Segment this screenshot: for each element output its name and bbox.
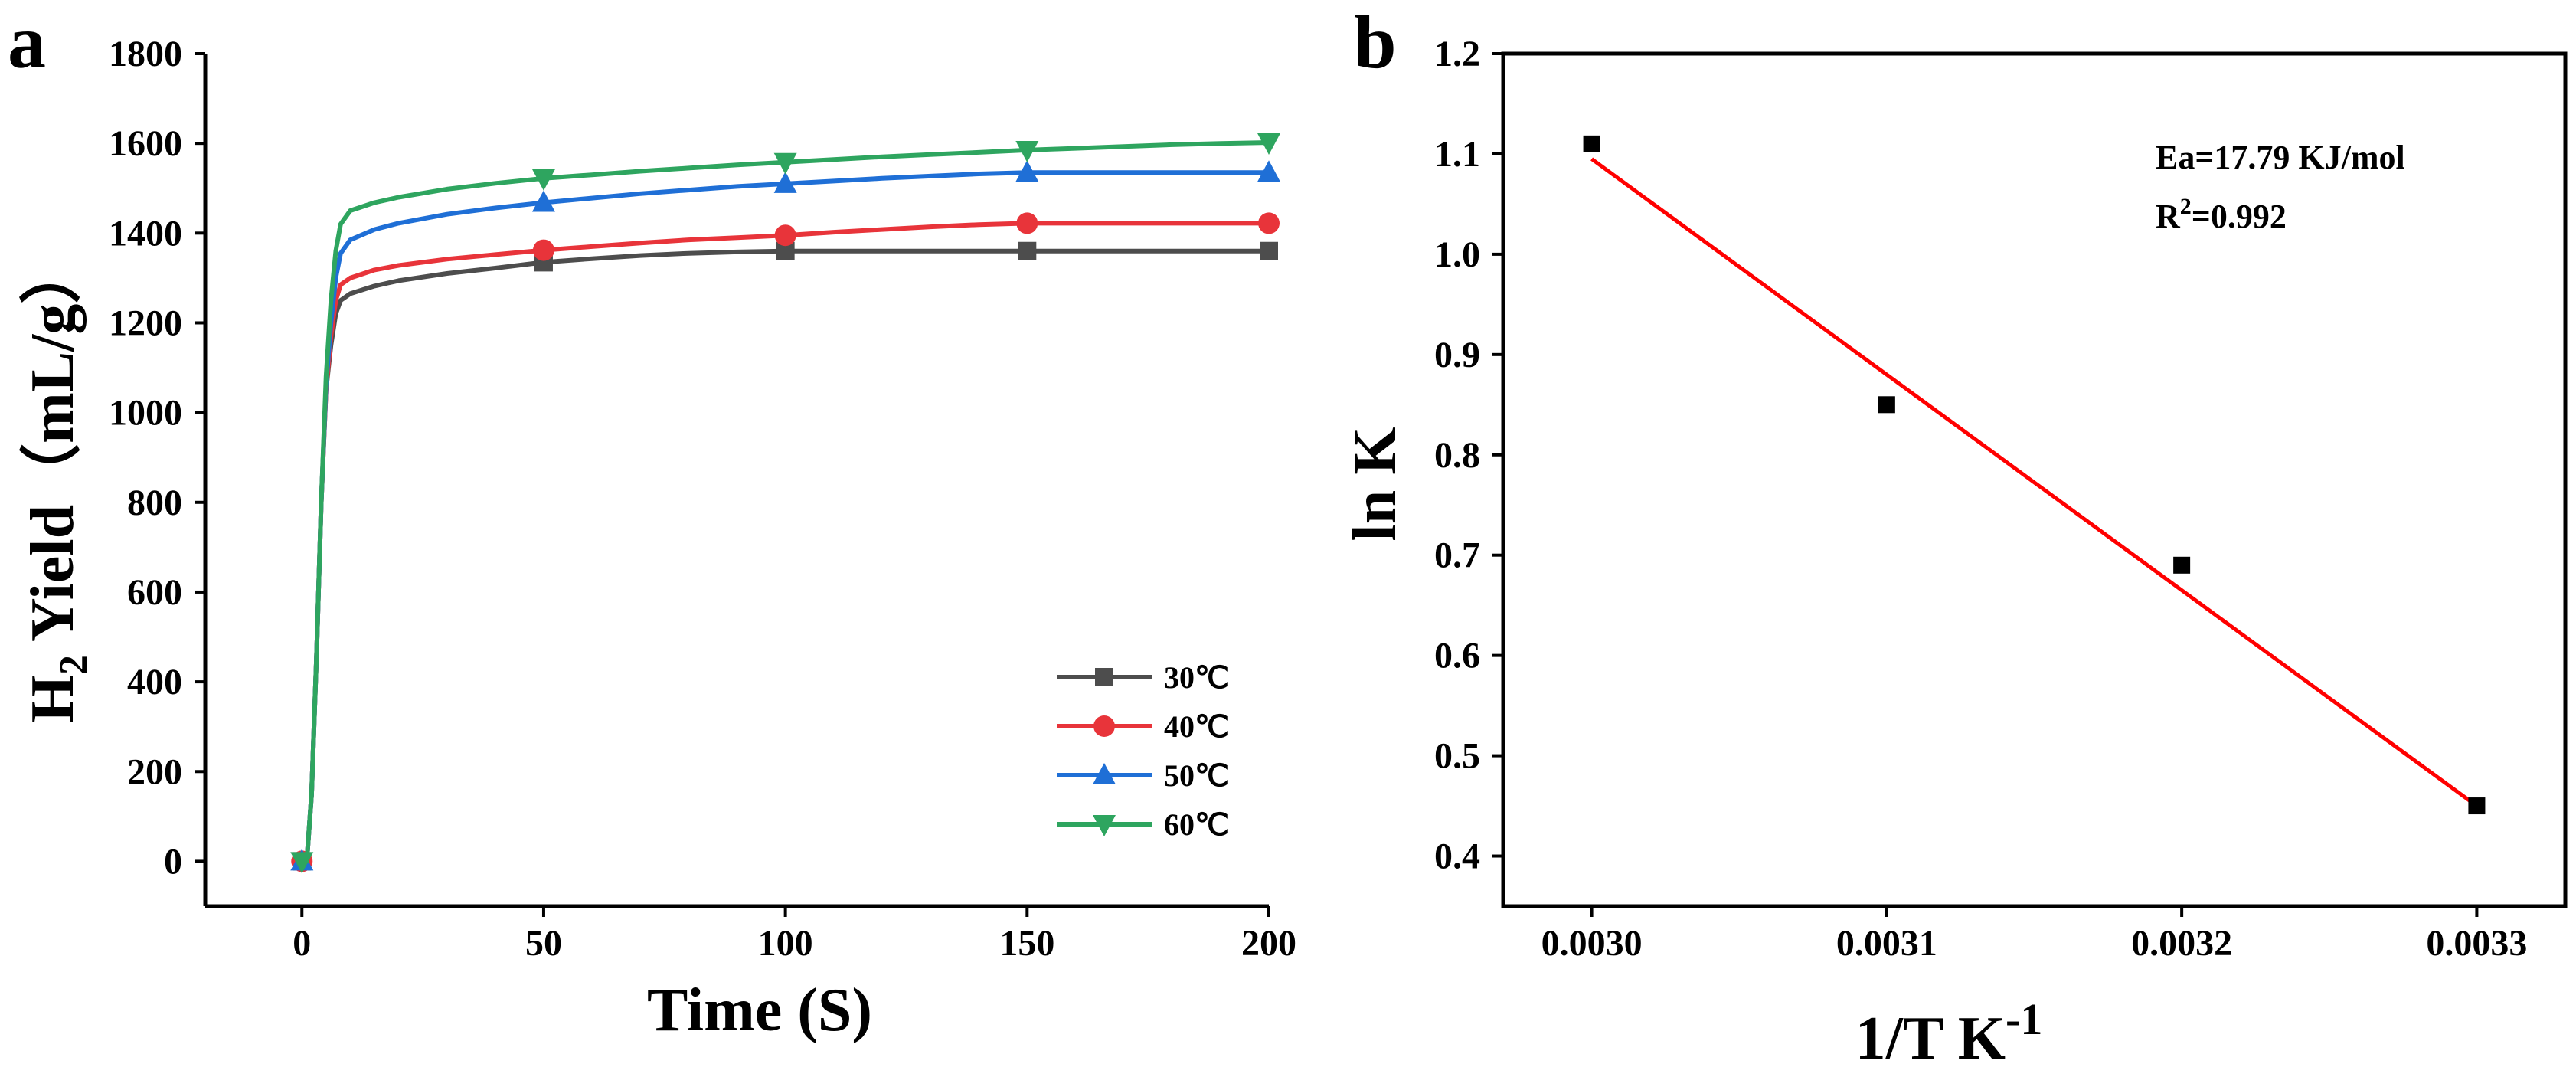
panel-a-ytick-label: 400	[127, 662, 182, 702]
panel-a-ylabel-sub: 2	[52, 655, 96, 675]
panel-b-xtick-label: 0.0032	[2131, 923, 2232, 964]
panel-b-fit-line	[1590, 157, 2478, 808]
panel-b-ytick-label: 1.2	[1434, 34, 1480, 74]
panel-b-ytick-label: 0.7	[1434, 535, 1480, 576]
panel-a-legend-label: 60℃	[1164, 807, 1229, 842]
panel-b-ytick-label: 1.0	[1434, 234, 1480, 275]
panel-a-ytick-label: 1400	[109, 213, 182, 254]
annotation-r2-main: R	[2156, 198, 2181, 235]
panel-a-data-point	[290, 852, 314, 874]
panel-a-series-line	[302, 170, 1269, 864]
panel-a-data-point	[773, 152, 797, 175]
panel-a-series-line	[302, 140, 1270, 864]
panel-a-ytick-label: 600	[127, 572, 182, 613]
panel-b-xtick-label: 0.0033	[2426, 923, 2527, 964]
panel-a-legend-marker	[1093, 763, 1116, 784]
annotation-ea: Ea=17.79 KJ/mol	[2156, 139, 2405, 176]
panel-a-xtick-label: 200	[1241, 923, 1296, 964]
panel-a-xtick-label: 0	[293, 923, 311, 964]
panel-a-ytick-label: 800	[127, 483, 182, 523]
panel-b-plot: 0.4 0.5 0.6 0.7 0.8 0.9 1.0 1.1 1.2 0.0030 0.0031 0…	[1434, 34, 2568, 964]
panel-a-legend-label: 40℃	[1164, 709, 1229, 744]
panel-b-xtick-label: 0.0030	[1541, 923, 1643, 964]
panel-b-frame	[1501, 51, 2568, 908]
panel-a-data-point	[1018, 241, 1037, 260]
panel-a-data-point	[1015, 160, 1039, 182]
panel-a-xlabel: Time (S)	[647, 977, 872, 1044]
panel-a-ytick-label: 200	[127, 751, 182, 792]
panel-b-ylabel: ln K	[1342, 427, 1409, 542]
panel-a-ytick-label: 0	[164, 841, 182, 882]
panel-a-letter: a	[8, 0, 46, 84]
panel-b-data-point	[1583, 135, 1600, 152]
panel-a-plot: 0 200 400 600 800 1000 1200 1400 1600 1800 0 50 100 1…	[109, 34, 1296, 964]
panel-a-ylabel-rest: Yield（mL/g）	[19, 243, 87, 656]
panel-a-series-line	[302, 248, 1269, 864]
panel-a-data-point	[1015, 140, 1039, 162]
panel-a-legend-label: 50℃	[1164, 758, 1229, 793]
panel-a-legend-marker	[1095, 668, 1113, 686]
panel-b-xlabel-main: 1/T K	[1855, 1005, 2006, 1072]
panel-a-data-point	[774, 224, 796, 247]
panel-b-letter: b	[1354, 0, 1397, 84]
annotation-r2: R2=0.992	[2156, 194, 2287, 235]
panel-a-data-point	[531, 190, 555, 212]
panel-a-legend-marker	[1093, 815, 1116, 836]
panel-a-xtick-label: 150	[999, 923, 1054, 964]
panel-b-data-point	[2173, 556, 2191, 574]
panel-a-data-point	[531, 169, 555, 191]
panel-a-data-point	[1016, 212, 1038, 234]
panel-a-xtick-label: 50	[525, 923, 562, 964]
panel-b-ytick-label: 0.8	[1434, 435, 1480, 476]
panel-a-ytick-label: 1800	[109, 34, 182, 74]
panel-b-ytick-label: 1.1	[1434, 134, 1480, 175]
panel-b-ytick-label: 0.9	[1434, 335, 1480, 375]
panel-a-xtick-label: 100	[758, 923, 813, 964]
panel-b-ytick-label: 0.4	[1434, 836, 1480, 877]
panel-a-data-point	[1257, 133, 1280, 155]
panel-b-ytick-label: 0.6	[1434, 636, 1480, 676]
panel-b-xlabel: 1/T K-1	[1855, 994, 2043, 1072]
panel-b-xtick-label: 0.0031	[1836, 923, 1937, 964]
panel-a-ylabel-main: H	[19, 675, 87, 722]
panel-b-xlabel-sup: -1	[2006, 994, 2042, 1044]
panel-a-data-point	[1257, 160, 1280, 182]
panel-a-series-line	[302, 221, 1269, 864]
panel-a-data-point	[532, 239, 554, 261]
panel-a-legend-marker	[1093, 715, 1115, 737]
panel-a-ylabel: H2 Yield（mL/g）	[19, 243, 96, 723]
panel-a-data-point	[1260, 241, 1278, 260]
panel-a-ytick-label: 1200	[109, 303, 182, 343]
panel-a-ytick-label: 1600	[109, 123, 182, 164]
panel-a-data-point	[773, 171, 797, 193]
panel-a-ytick-label: 1000	[109, 393, 182, 434]
panel-b-data-point	[2468, 797, 2486, 815]
panel-b-ytick-label: 0.5	[1434, 736, 1480, 777]
panel-a-legend-label: 30℃	[1164, 660, 1229, 695]
annotation-r2-sup: 2	[2180, 194, 2192, 219]
panel-b-data-point	[1878, 396, 1895, 414]
panel-a-data-point	[1258, 212, 1280, 234]
annotation-r2-rest: =0.992	[2192, 198, 2287, 235]
